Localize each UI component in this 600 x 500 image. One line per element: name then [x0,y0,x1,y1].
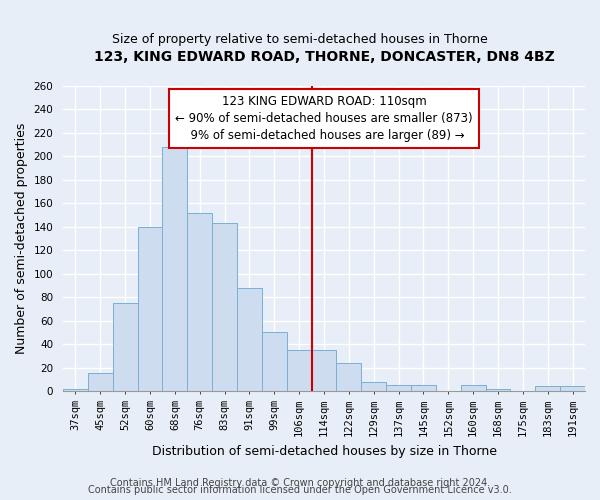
Bar [560,386,585,391]
Y-axis label: Number of semi-detached properties: Number of semi-detached properties [15,123,28,354]
Bar [113,303,137,391]
Bar [237,288,262,391]
Bar [386,385,411,391]
Bar [361,382,386,391]
Bar [287,350,311,391]
Bar [411,385,436,391]
Bar [163,147,187,391]
Bar [212,224,237,391]
Bar [337,363,361,391]
X-axis label: Distribution of semi-detached houses by size in Thorne: Distribution of semi-detached houses by … [152,444,497,458]
Bar [137,227,163,391]
Title: 123, KING EDWARD ROAD, THORNE, DONCASTER, DN8 4BZ: 123, KING EDWARD ROAD, THORNE, DONCASTER… [94,50,554,64]
Text: 123 KING EDWARD ROAD: 110sqm
← 90% of semi-detached houses are smaller (873)
  9: 123 KING EDWARD ROAD: 110sqm ← 90% of se… [175,95,473,142]
Bar [88,374,113,391]
Text: Contains public sector information licensed under the Open Government Licence v3: Contains public sector information licen… [88,485,512,495]
Bar [461,385,485,391]
Text: Contains HM Land Registry data © Crown copyright and database right 2024.: Contains HM Land Registry data © Crown c… [110,478,490,488]
Bar [187,212,212,391]
Bar [63,388,88,391]
Bar [485,388,511,391]
Text: Size of property relative to semi-detached houses in Thorne: Size of property relative to semi-detach… [112,32,488,46]
Bar [311,350,337,391]
Bar [535,386,560,391]
Bar [262,332,287,391]
